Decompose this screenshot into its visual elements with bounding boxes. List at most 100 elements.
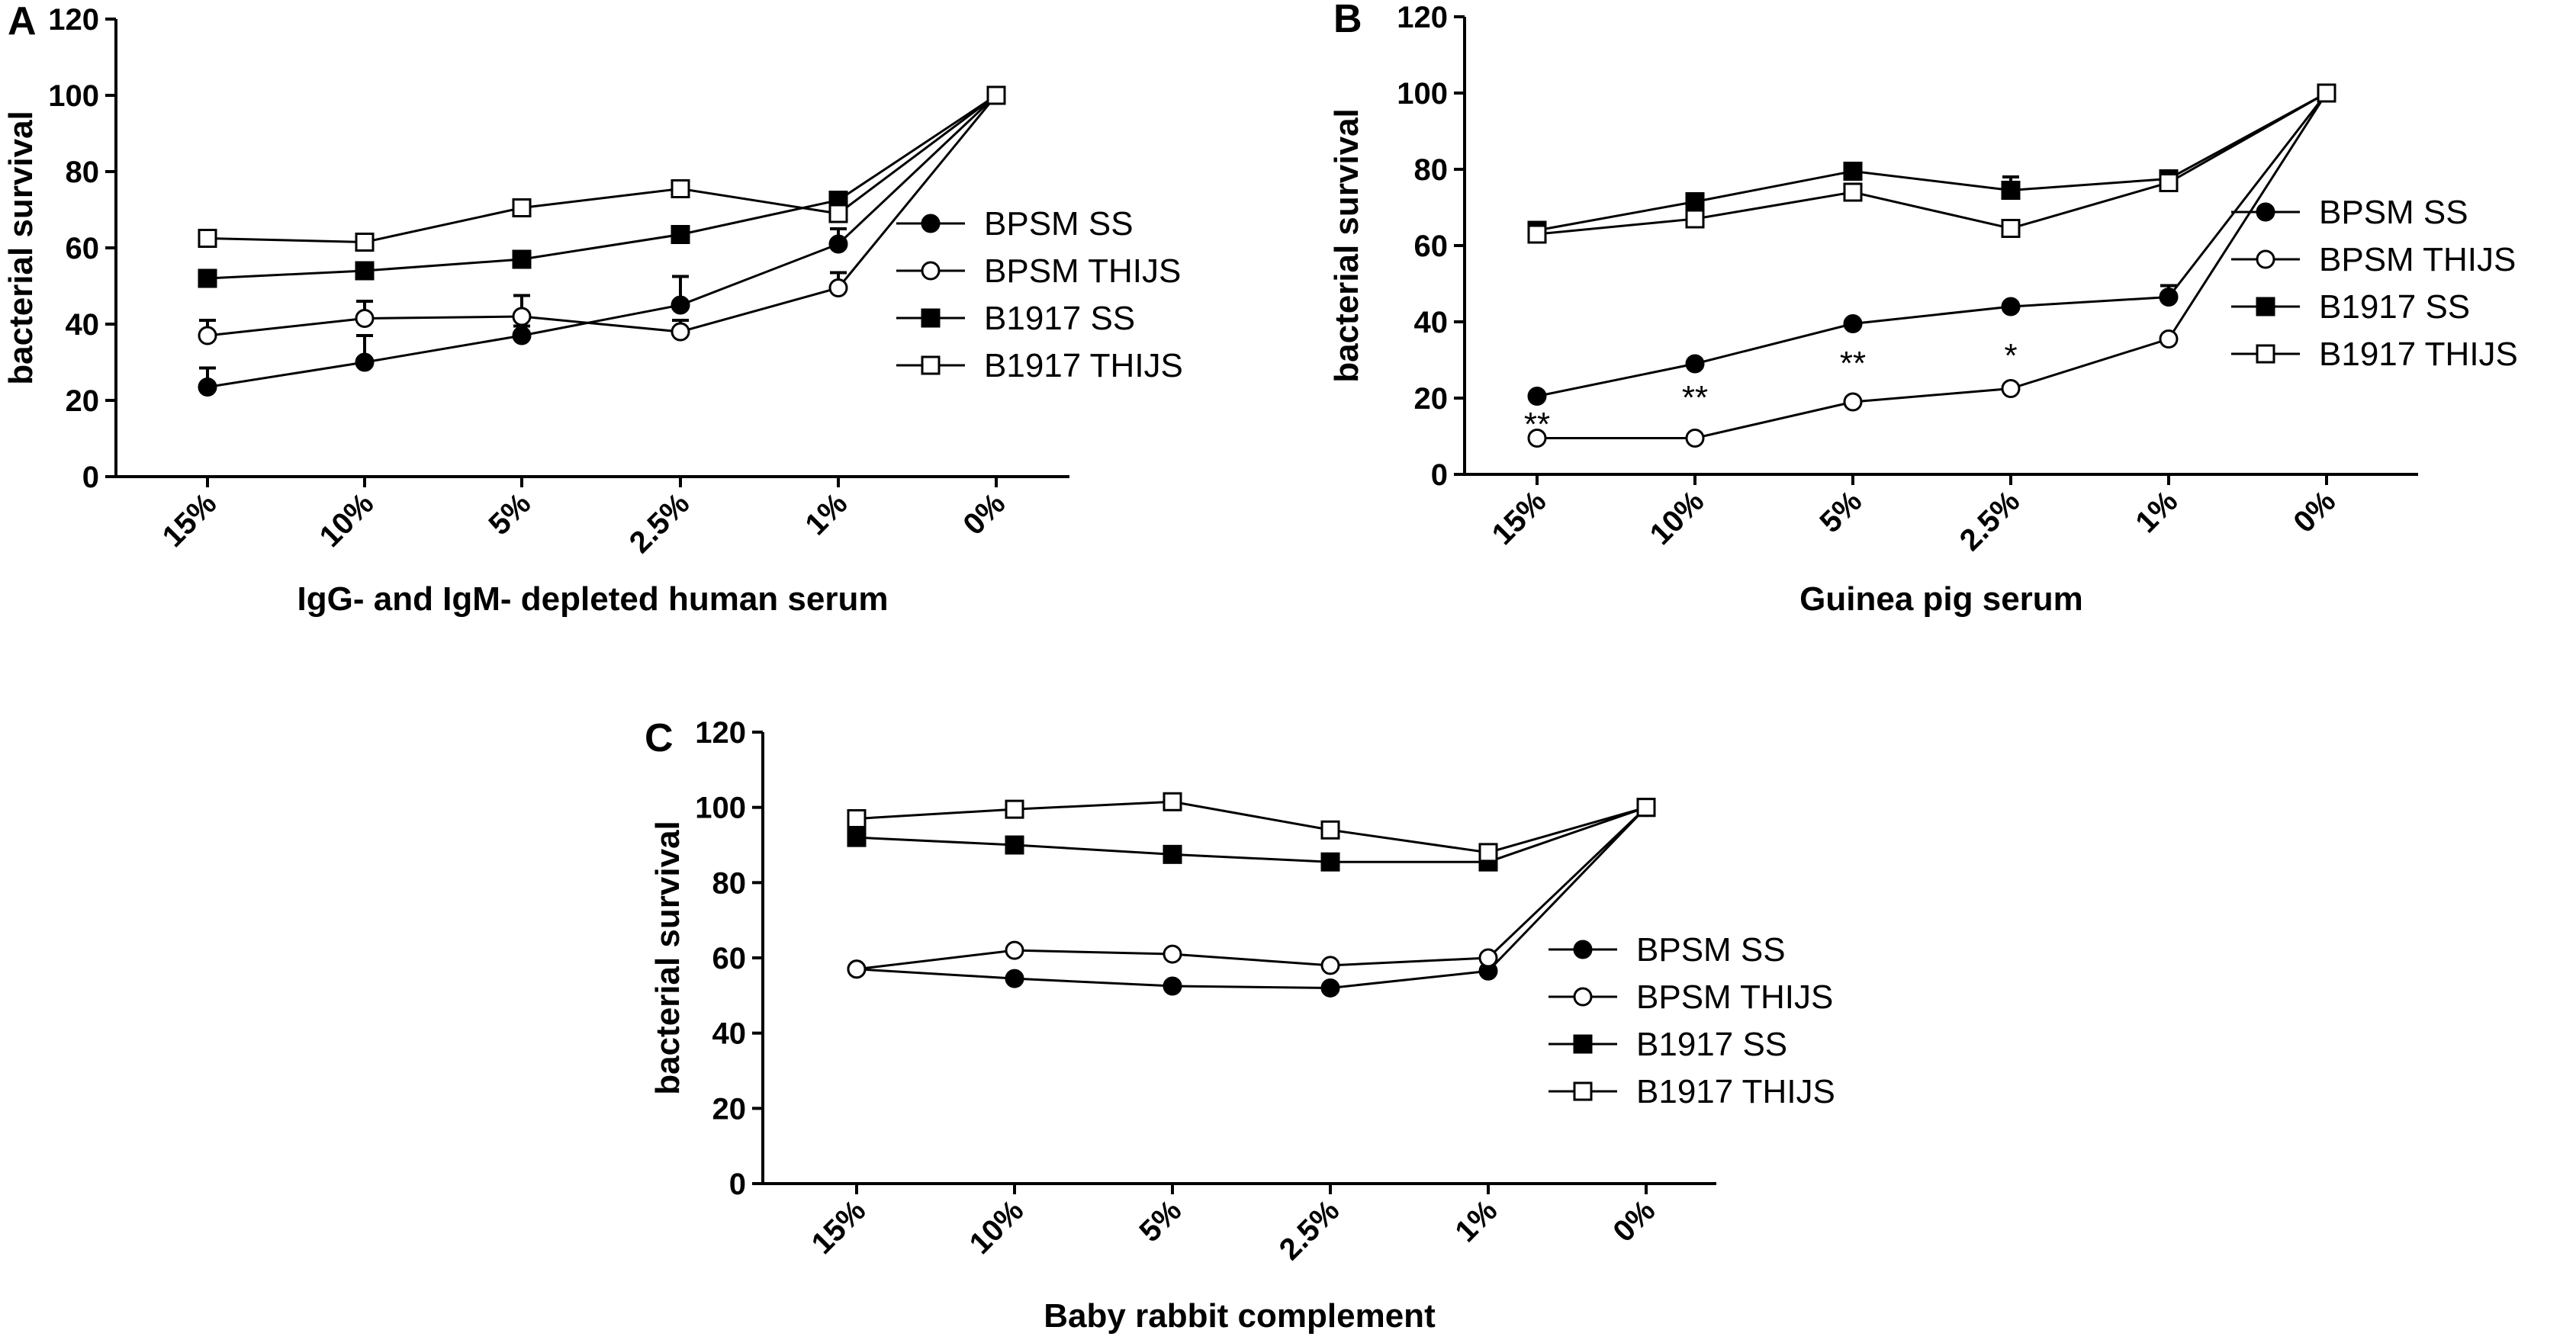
y-tick-label: 20 — [66, 384, 100, 418]
series-b1917-thijs — [198, 85, 1006, 252]
legend-marker — [1573, 1081, 1593, 1101]
y-tick-label: 60 — [66, 232, 100, 265]
x-tick-label: 10% — [314, 487, 381, 554]
legend-marker — [1573, 940, 1593, 959]
significance-mark: ** — [1840, 345, 1866, 382]
y-tick-label: 0 — [729, 1168, 746, 1201]
data-point — [1478, 843, 1498, 863]
data-point — [1636, 798, 1656, 818]
data-point — [847, 827, 867, 847]
data-point — [1320, 956, 1340, 975]
y-tick-label: 60 — [1414, 230, 1449, 263]
legend-marker — [1573, 987, 1593, 1007]
data-point — [512, 249, 532, 269]
legend-marker — [921, 261, 941, 281]
legend-marker — [921, 308, 941, 328]
legend-label: BPSM THIJS — [2319, 241, 2516, 278]
x-tick-label: 0% — [2287, 484, 2342, 539]
y-tick-label: 0 — [1431, 458, 1448, 492]
data-point — [1843, 392, 1863, 412]
data-point — [2159, 288, 2179, 307]
legend-label: B1917 SS — [1636, 1026, 1787, 1063]
series-line — [1537, 92, 2328, 439]
legend-label: BPSM THIJS — [1636, 978, 1833, 1016]
data-point — [1320, 852, 1340, 872]
y-tick-label: 0 — [82, 461, 99, 494]
data-point — [828, 204, 848, 223]
data-point — [1163, 944, 1182, 964]
legend-marker — [921, 355, 941, 375]
x-tick-label: 2.5% — [1954, 484, 2027, 557]
data-point — [512, 307, 532, 326]
y-tick-label: 120 — [48, 3, 99, 37]
legend-marker — [2256, 249, 2275, 269]
data-point — [1527, 224, 1547, 244]
significance-mark: ** — [1524, 406, 1550, 443]
data-point — [355, 352, 375, 372]
x-tick-label: 1% — [1449, 1194, 1503, 1248]
series-line — [1536, 92, 2327, 232]
x-tick-label: 15% — [806, 1194, 873, 1261]
x-tick-label: 10% — [963, 1194, 1031, 1261]
data-point — [198, 326, 217, 345]
significance-mark: ** — [1682, 379, 1708, 416]
y-tick-label: 100 — [48, 79, 99, 113]
data-point — [1478, 948, 1498, 968]
series-bpsm-ss — [847, 798, 1656, 998]
data-point — [1685, 192, 1705, 211]
x-tick-label: 15% — [156, 487, 224, 554]
legend-label: B1917 THIJS — [1636, 1073, 1835, 1110]
series-line — [207, 94, 997, 244]
y-tick-label: 40 — [66, 308, 100, 342]
data-point — [1320, 820, 1340, 840]
x-tick-label: 2.5% — [1273, 1194, 1346, 1267]
data-point — [1685, 209, 1705, 229]
legend-label: B1917 THIJS — [2319, 336, 2518, 373]
data-point — [1163, 792, 1182, 811]
data-point — [1163, 976, 1182, 996]
data-point — [355, 309, 375, 328]
data-point — [2001, 181, 2021, 200]
series-bpsm-ss — [198, 85, 1006, 397]
panel-c: 0 20 40 60 80 100 120 15% 10% 5% 2.5% 1% 0% Baby rabb… — [645, 716, 1835, 1335]
data-point — [671, 179, 690, 198]
legend-marker — [921, 214, 941, 233]
data-point — [671, 225, 690, 244]
legend: BPSM SS BPSM THIJS B1917 SS B1917 THIJS — [896, 205, 1183, 384]
x-tick-label: 5% — [1813, 484, 1868, 539]
legend-label: B1917 THIJS — [984, 347, 1183, 384]
data-point — [2159, 329, 2179, 349]
data-point — [2159, 173, 2179, 192]
data-point — [828, 234, 848, 254]
panel-letter: B — [1333, 0, 1362, 41]
data-point — [1005, 799, 1024, 819]
legend-marker — [2256, 344, 2275, 364]
data-point — [1843, 182, 1863, 202]
data-point — [2317, 83, 2336, 103]
panel-letter: A — [8, 0, 37, 43]
data-point — [986, 85, 1006, 105]
data-point — [512, 326, 532, 345]
series-line — [856, 806, 1648, 989]
series-line — [1536, 92, 2327, 236]
data-point — [1843, 314, 1863, 333]
data-point — [198, 229, 217, 248]
data-point — [2001, 379, 2021, 398]
y-tick-label: 20 — [712, 1092, 747, 1126]
y-tick-label: 40 — [712, 1017, 747, 1051]
series-line — [856, 800, 1647, 854]
data-point — [512, 198, 532, 217]
x-tick-label: 2.5% — [623, 487, 696, 560]
legend-marker — [2256, 202, 2275, 222]
legend: BPSM SS BPSM THIJS B1917 SS B1917 THIJS — [2231, 194, 2518, 373]
data-point — [2001, 297, 2021, 316]
y-axis-title: bacterial survival — [2, 111, 40, 385]
significance-mark: * — [2004, 337, 2017, 374]
y-tick-label: 40 — [1414, 306, 1449, 339]
series-line — [207, 94, 998, 388]
data-point — [198, 378, 217, 397]
y-tick-label: 80 — [1414, 153, 1449, 187]
x-axis-title: Guinea pig serum — [1799, 580, 2083, 618]
data-point — [1005, 969, 1024, 988]
y-tick-label: 100 — [695, 792, 746, 825]
